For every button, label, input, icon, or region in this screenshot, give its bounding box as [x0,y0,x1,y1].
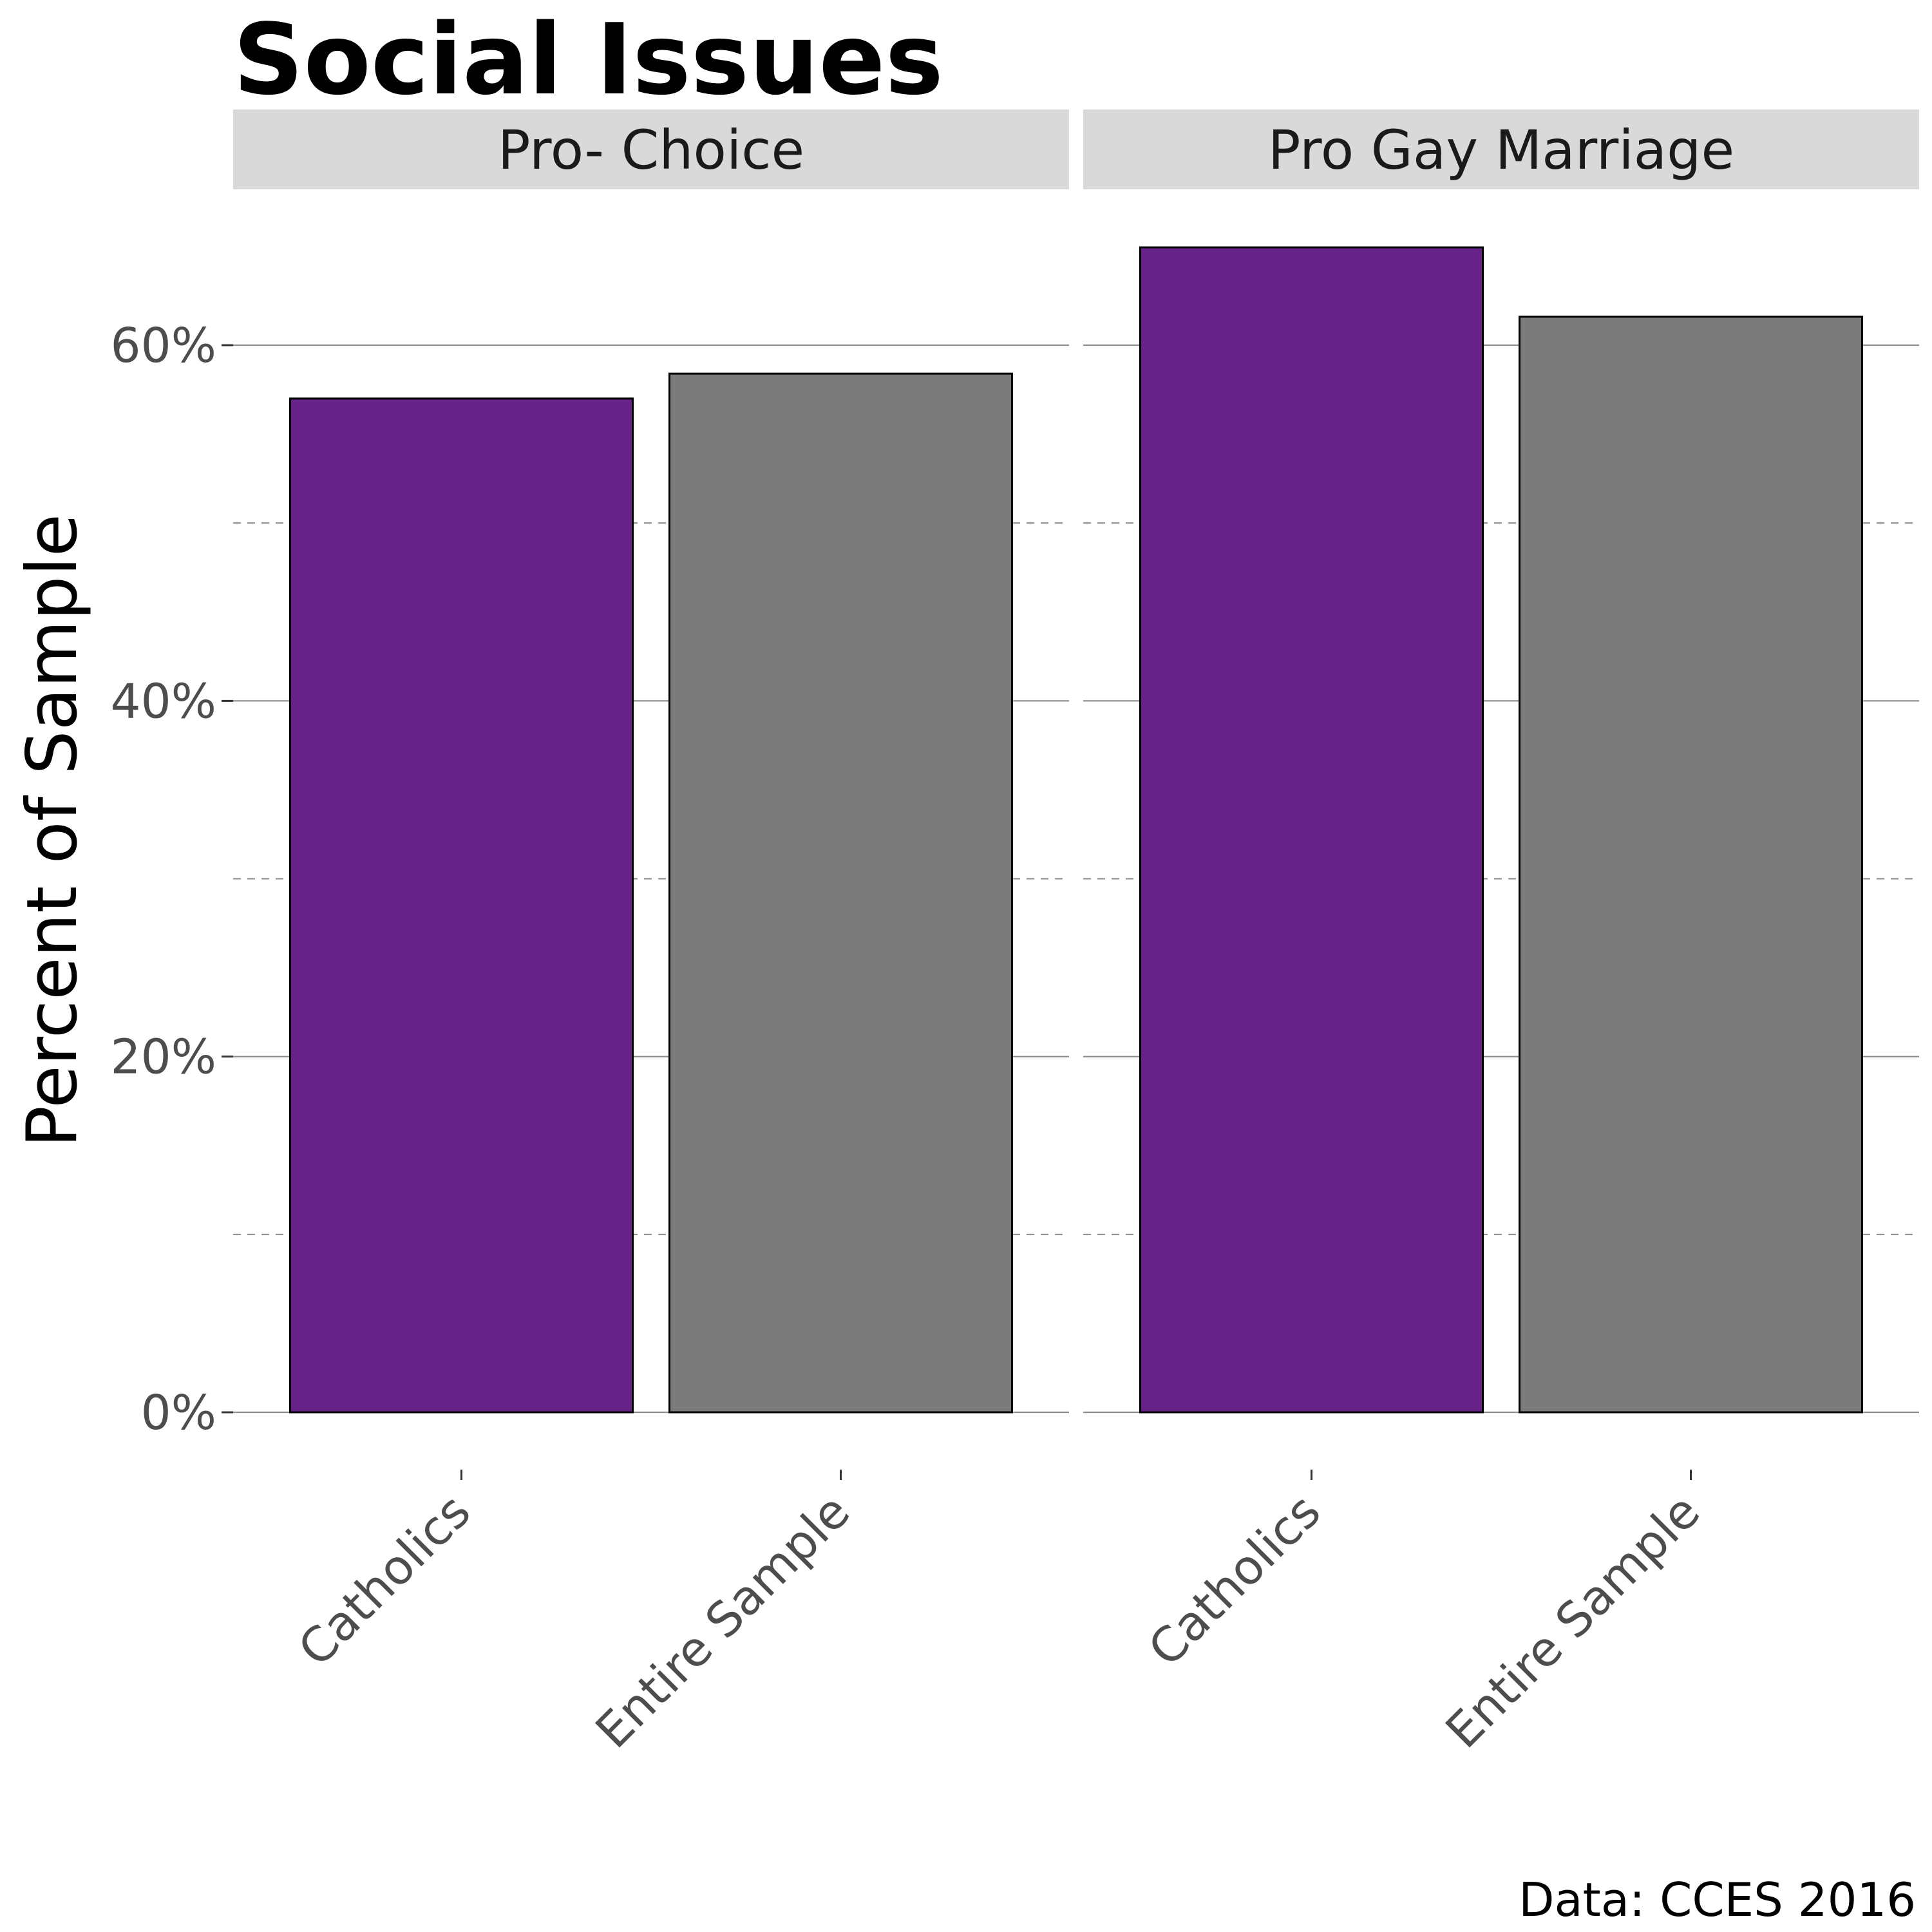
x-tick-label: Catholics [288,1484,481,1677]
y-tick-label: 0% [141,1385,216,1441]
facet-strip [233,109,1069,189]
chart-panels: 0% 20% 40% 60% Pro- Choice Catholics Entire Sa… [111,109,1919,1759]
y-tick-label: 20% [111,1030,216,1085]
x-tick-label: Catholics [1138,1484,1331,1677]
chart-title: Social Issues [233,3,943,117]
y-tick-label: 60% [111,318,216,374]
panel-1: Pro- Choice Catholics Entire Sample [233,109,1069,1759]
facet-strip [1083,109,1919,189]
panel-2: Pro Gay Marriage Catholics Entire Sample [1083,109,1919,1759]
facet-strip-label: Pro Gay Marriage [1268,118,1734,182]
x-tick-label: Entire Sample [1435,1484,1710,1759]
data-source-caption: Data: CCES 2016 [1519,1873,1916,1927]
bar [289,397,634,1414]
y-tick-label: 40% [111,674,216,729]
y-axis-title: Percent of Sample [12,514,93,1148]
facet-strip-label: Pro- Choice [498,118,804,182]
bar [1139,246,1484,1414]
x-tick-label: Entire Sample [585,1484,860,1759]
bar [1519,316,1863,1414]
bar [668,372,1013,1414]
